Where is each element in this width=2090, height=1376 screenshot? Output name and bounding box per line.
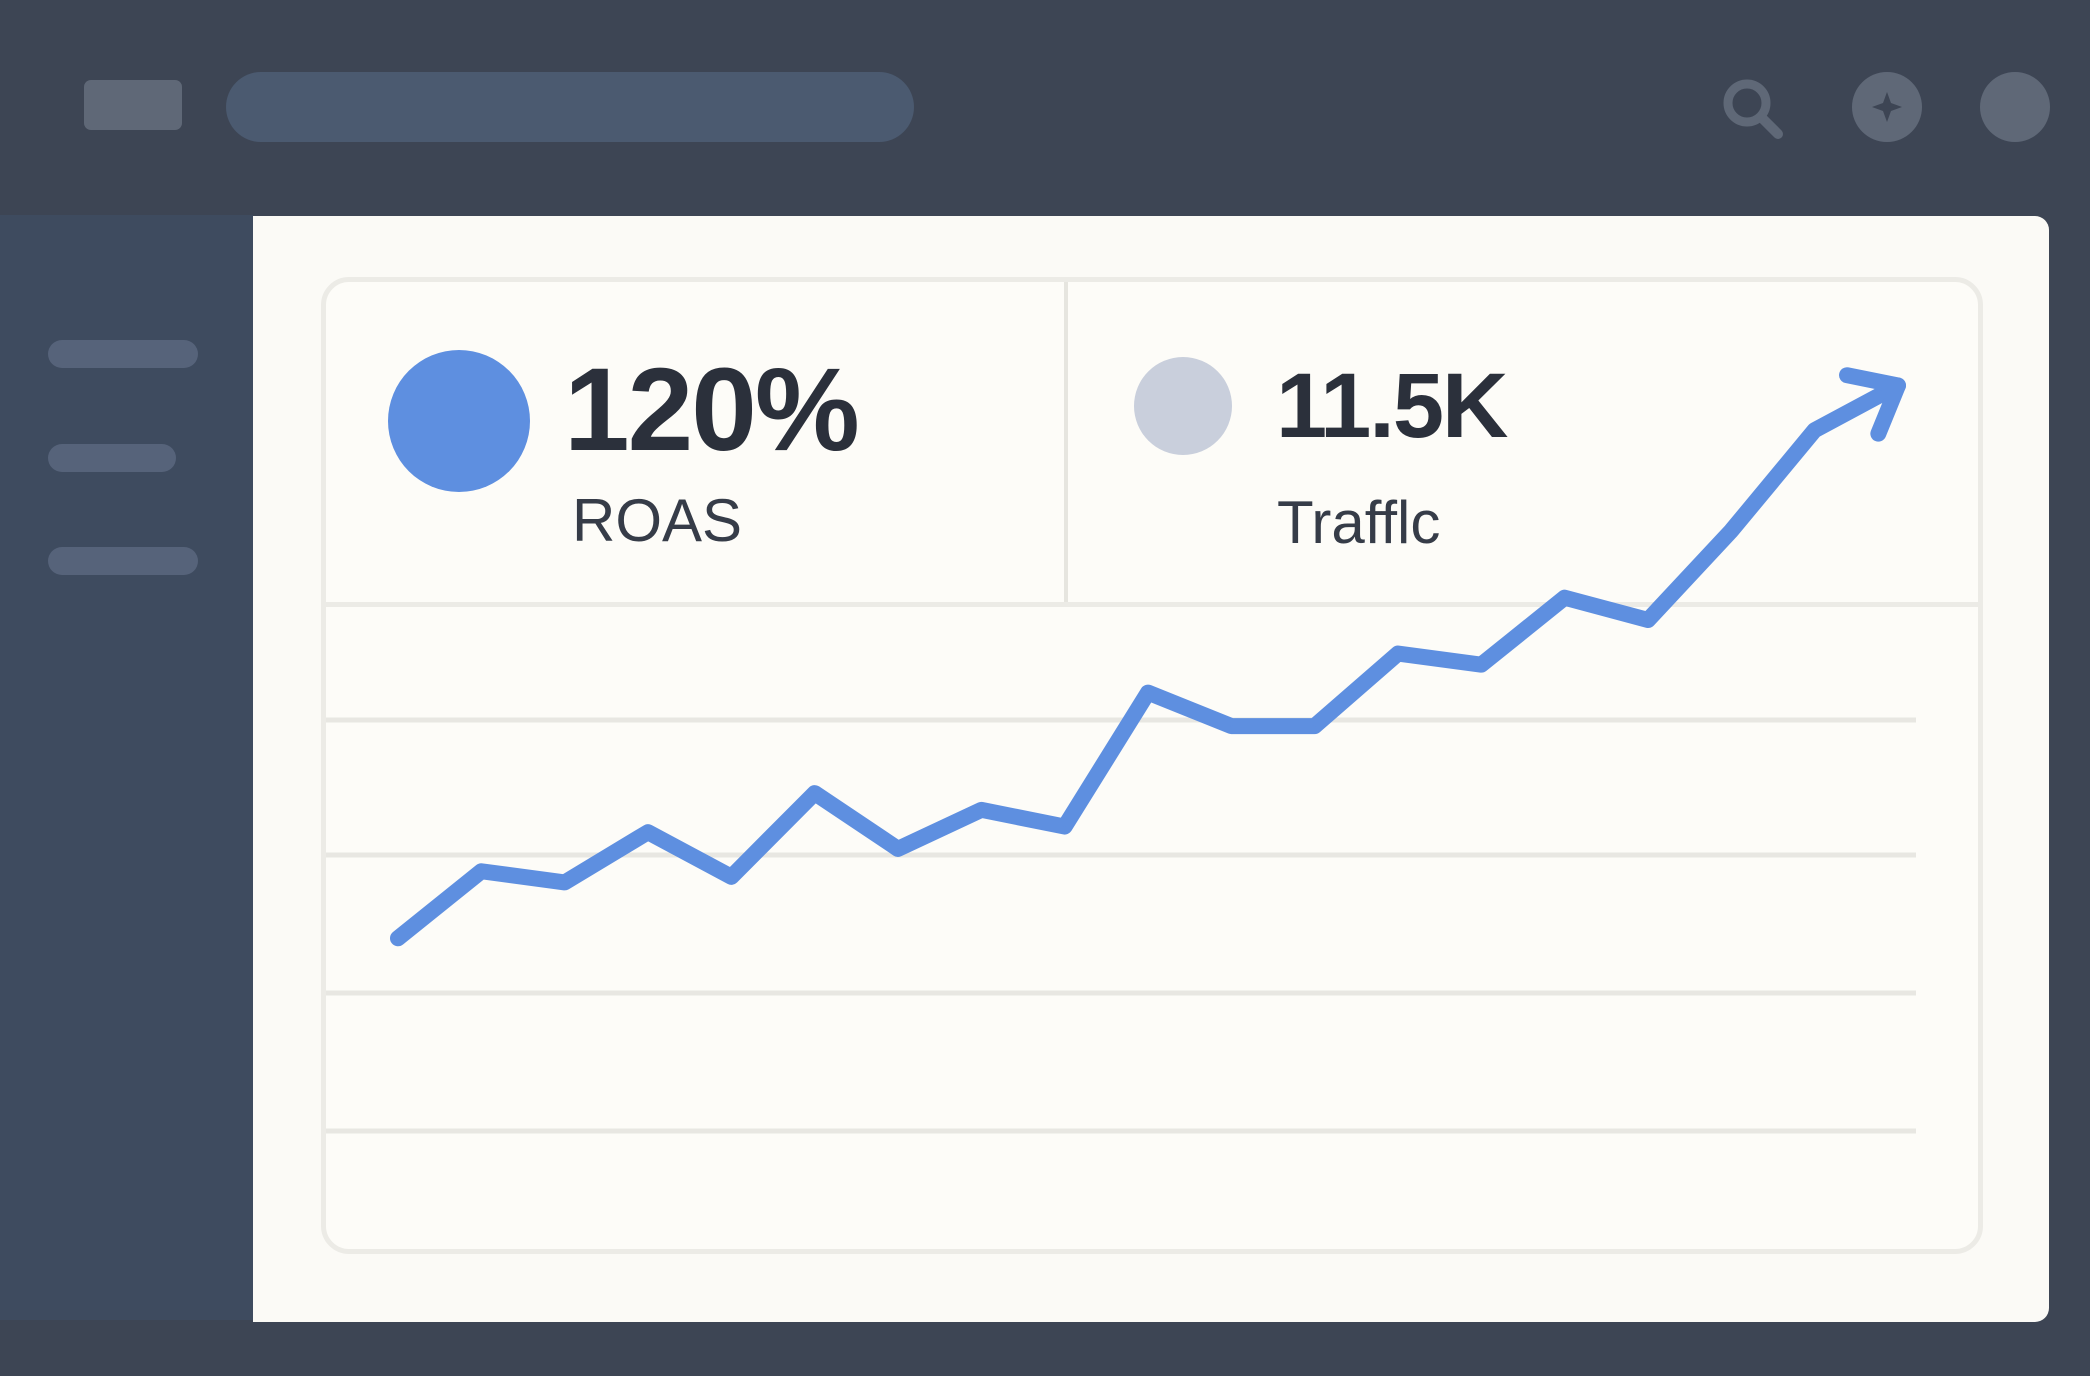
main-panel: 120% ROAS 11.5K Trafflc [253, 216, 2049, 1322]
data-point [813, 792, 816, 795]
roas-value: 120% [564, 344, 860, 476]
search-icon[interactable] [1716, 72, 1786, 142]
sidebar-item[interactable] [48, 547, 198, 575]
roas-label: ROAS [572, 487, 743, 554]
data-point [1813, 429, 1816, 432]
trend-arrow-head [1839, 367, 1906, 442]
data-point [1397, 652, 1399, 655]
traffic-indicator-dot [1134, 357, 1232, 455]
data-point [1647, 619, 1649, 621]
metric-traffic: 11.5K Trafflc [1068, 282, 1978, 606]
data-point [1147, 691, 1149, 694]
logo[interactable] [84, 80, 182, 130]
data-point [1563, 596, 1566, 599]
sidebar-item[interactable] [48, 444, 176, 472]
traffic-label: Trafflc [1277, 489, 1441, 556]
data-point [1730, 529, 1733, 532]
metrics-divider [326, 602, 1978, 607]
data-point [730, 875, 733, 878]
sidebar-item[interactable] [48, 340, 198, 368]
data-point [1230, 725, 1233, 728]
star-icon[interactable] [1852, 72, 1922, 142]
data-point [1313, 725, 1316, 728]
data-point [480, 870, 483, 873]
data-point [1063, 825, 1066, 828]
sidebar [0, 215, 253, 1320]
line-chart [326, 367, 1916, 1134]
data-point [980, 808, 983, 811]
roas-indicator-dot [388, 350, 530, 492]
analytics-card: 120% ROAS 11.5K Trafflc [321, 277, 1983, 1254]
data-point [563, 881, 566, 884]
metric-roas: 120% ROAS [326, 282, 1068, 606]
data-point [647, 831, 649, 834]
data-point [397, 937, 399, 940]
data-point [1480, 663, 1483, 666]
traffic-value: 11.5K [1276, 355, 1508, 457]
top-bar [0, 0, 2090, 215]
search-input[interactable] [226, 72, 914, 142]
avatar[interactable] [1980, 72, 2050, 142]
data-point [897, 847, 899, 850]
